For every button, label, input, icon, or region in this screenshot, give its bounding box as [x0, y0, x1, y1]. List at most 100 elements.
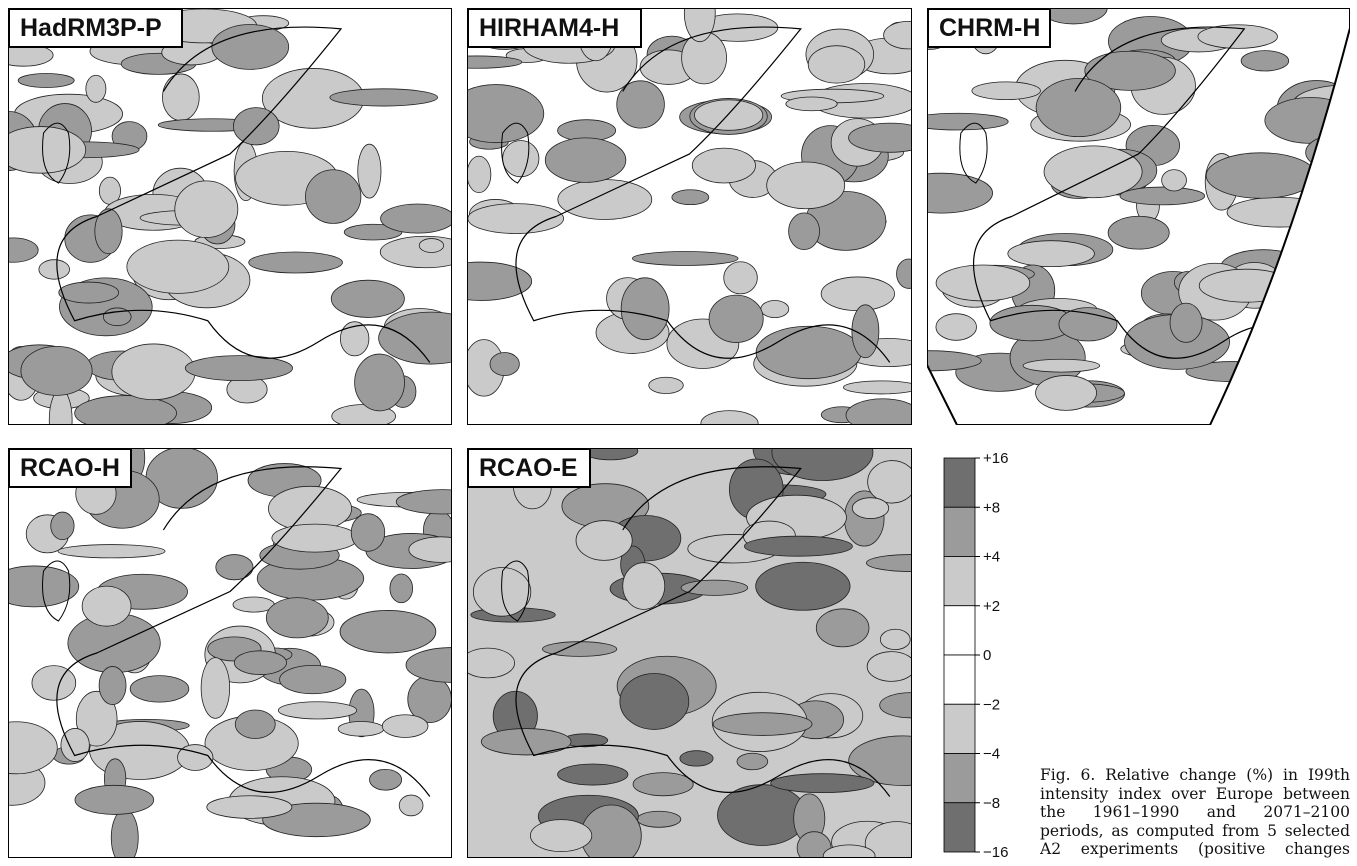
change-region [648, 376, 684, 394]
colorbar-label: −16 [983, 844, 1008, 861]
map-panel: RCAO-H [8, 448, 452, 858]
colorbar-label: +16 [983, 450, 1008, 467]
change-region [755, 325, 862, 380]
map-field [927, 8, 1350, 425]
change-region [467, 261, 533, 301]
change-region [206, 795, 293, 819]
change-region [632, 772, 694, 797]
change-region [766, 161, 846, 210]
colorbar-band [943, 506, 976, 557]
change-region [8, 721, 58, 775]
change-region [162, 73, 200, 121]
change-region [1244, 351, 1281, 410]
change-region [771, 448, 874, 481]
change-region [694, 99, 764, 131]
change-region [851, 497, 890, 519]
uk-coast [42, 560, 71, 622]
change-region [529, 819, 593, 853]
change-region [1007, 240, 1095, 268]
change-region [50, 511, 75, 541]
change-region [467, 647, 516, 679]
coastline [56, 466, 431, 797]
caption: Fig. 6. Relative change (%) in I99th int… [1040, 766, 1350, 858]
coastline [515, 466, 891, 797]
change-region [177, 744, 214, 771]
change-region [788, 212, 820, 251]
change-region [1285, 353, 1314, 393]
change-region [1161, 169, 1187, 192]
change-region [700, 410, 759, 425]
change-region [785, 96, 838, 112]
change-region [1296, 233, 1350, 284]
colorbar-band [943, 556, 976, 607]
change-region [74, 395, 177, 425]
change-region [671, 189, 710, 206]
change-region [1279, 314, 1350, 375]
label-box [8, 448, 132, 488]
change-region [339, 610, 437, 654]
change-region [544, 137, 627, 183]
change-region [971, 81, 1041, 101]
change-region [467, 55, 523, 69]
change-region [815, 608, 870, 648]
colorbar-band [943, 753, 976, 804]
change-region [277, 701, 358, 720]
change-region [1043, 145, 1143, 199]
change-region [380, 203, 452, 234]
map-panel: HadRM3P-P [8, 8, 452, 425]
change-region [1084, 50, 1176, 91]
change-region [935, 313, 977, 341]
change-region [636, 810, 682, 828]
change-region [1302, 235, 1332, 290]
colorbar-band [943, 457, 976, 508]
change-region [683, 8, 716, 43]
change-region [1119, 186, 1206, 206]
change-region [502, 140, 540, 178]
change-region [94, 208, 123, 255]
change-region [233, 650, 287, 675]
panel-label: HadRM3P-P [20, 14, 162, 42]
label-box [467, 8, 642, 48]
colorbar-label: −8 [983, 795, 1000, 812]
change-region [736, 752, 769, 771]
panel-label: RCAO-H [20, 454, 120, 482]
change-region [279, 664, 347, 695]
change-region [467, 84, 545, 144]
change-region [265, 597, 329, 639]
change-region [1205, 152, 1317, 199]
change-region [408, 536, 452, 563]
change-region [389, 573, 414, 604]
change-region [883, 20, 912, 50]
change-region [1264, 97, 1350, 144]
change-region [807, 45, 866, 84]
change-region [927, 172, 994, 214]
label-box [8, 8, 183, 48]
change-region [98, 666, 127, 705]
change-region [723, 261, 758, 295]
change-region [57, 544, 166, 559]
change-region [691, 147, 756, 184]
uk-coast [501, 122, 530, 184]
change-region [74, 784, 155, 815]
label-box [467, 448, 591, 488]
change-region [75, 690, 118, 747]
panel-border [927, 8, 1350, 425]
change-region [866, 651, 912, 682]
change-region [467, 155, 492, 194]
colorbar-band [943, 654, 976, 705]
change-region [867, 460, 912, 504]
map-panel: HIRHAM4-H [467, 8, 912, 425]
change-region [896, 258, 912, 289]
change-region [1198, 268, 1294, 303]
change-region [81, 585, 132, 627]
change-region [489, 352, 520, 377]
change-region [8, 126, 87, 174]
change-region [369, 768, 403, 791]
change-region [20, 345, 93, 396]
colorbar-label: +2 [983, 598, 1000, 615]
colorbar-band [943, 605, 976, 656]
change-region [744, 535, 853, 557]
uk-coast [959, 122, 988, 184]
colorbar-band [943, 703, 976, 754]
change-region [848, 122, 912, 153]
